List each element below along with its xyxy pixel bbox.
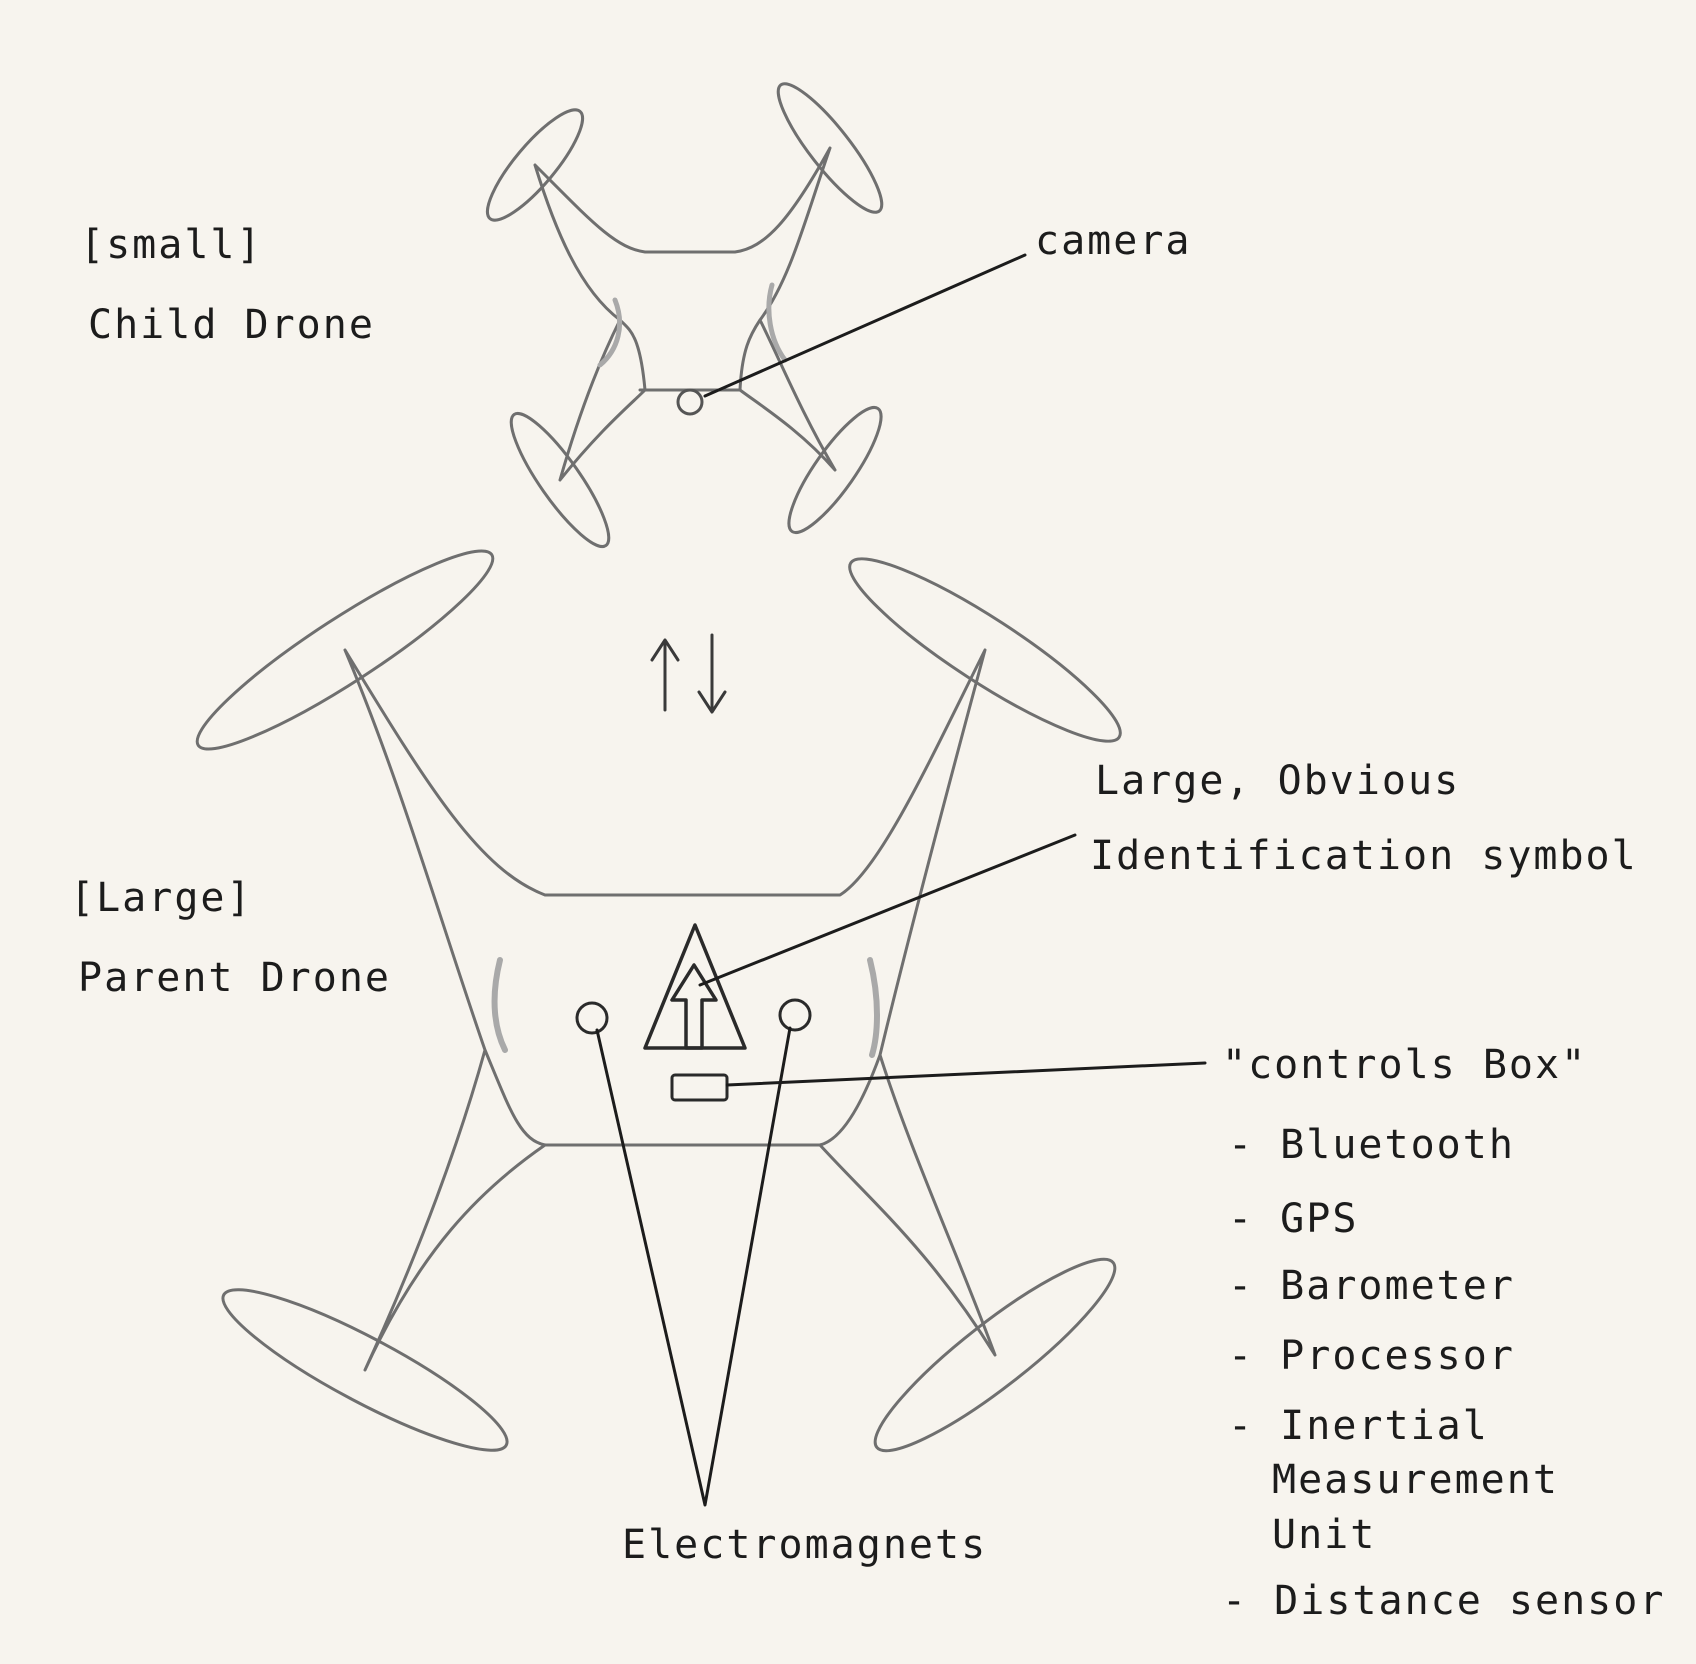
- child-propeller-top-left: [485, 108, 585, 222]
- electromagnets-label: Electromagnets: [622, 1522, 988, 1568]
- child-drone-body: [533, 146, 837, 482]
- up-arrow-icon: [650, 638, 680, 712]
- child-propeller-bottom-right: [787, 406, 883, 534]
- feature-inertial: - Inertial: [1228, 1403, 1489, 1449]
- symbol-leader-line: [698, 833, 1077, 987]
- electromagnets-leader-lines: [595, 1026, 792, 1507]
- parent-propeller-bottom-right: [873, 1257, 1117, 1453]
- child-drone-label: Child Drone: [88, 302, 375, 348]
- electromagnet-left: [575, 1001, 609, 1035]
- parent-propeller-top-left: [195, 549, 495, 751]
- electromagnet-right: [778, 998, 812, 1032]
- parent-drone-tag: [Large]: [70, 875, 253, 921]
- parent-drone-label: Parent Drone: [78, 955, 391, 1001]
- feature-bluetooth: - Bluetooth: [1228, 1122, 1515, 1168]
- parent-propeller-bottom-left: [221, 1288, 509, 1452]
- feature-unit: Unit: [1272, 1512, 1377, 1558]
- child-drone-shading: [597, 282, 788, 368]
- feature-measurement: Measurement: [1272, 1457, 1559, 1503]
- symbol-label-line1: Large, Obvious: [1095, 758, 1461, 804]
- parent-drone: [195, 549, 1122, 1453]
- child-drone: [485, 82, 884, 549]
- camera-leader-line: [703, 253, 1027, 398]
- feature-barometer: - Barometer: [1228, 1263, 1515, 1309]
- controls-box-label: "controls Box": [1222, 1042, 1588, 1088]
- down-arrow-icon: [697, 633, 727, 714]
- controls-leader-line: [725, 1061, 1207, 1087]
- child-propeller-top-right: [776, 82, 884, 214]
- feature-processor: - Processor: [1228, 1333, 1515, 1379]
- child-drone-tag: [small]: [80, 222, 263, 268]
- feature-distance-sensor: - Distance sensor: [1222, 1578, 1666, 1624]
- camera-label: camera: [1035, 218, 1192, 264]
- symbol-label-line2: Identification symbol: [1090, 833, 1638, 879]
- parent-propeller-top-right: [848, 557, 1122, 743]
- child-camera: [676, 388, 704, 416]
- dock-arrows: [650, 633, 727, 714]
- child-propeller-bottom-left: [509, 411, 611, 549]
- feature-gps: - GPS: [1228, 1196, 1359, 1242]
- identification-symbol-icon: [643, 923, 747, 1050]
- parent-drone-shading: [491, 957, 880, 1058]
- parent-drone-body: [343, 648, 997, 1372]
- controls-box: [670, 1073, 729, 1102]
